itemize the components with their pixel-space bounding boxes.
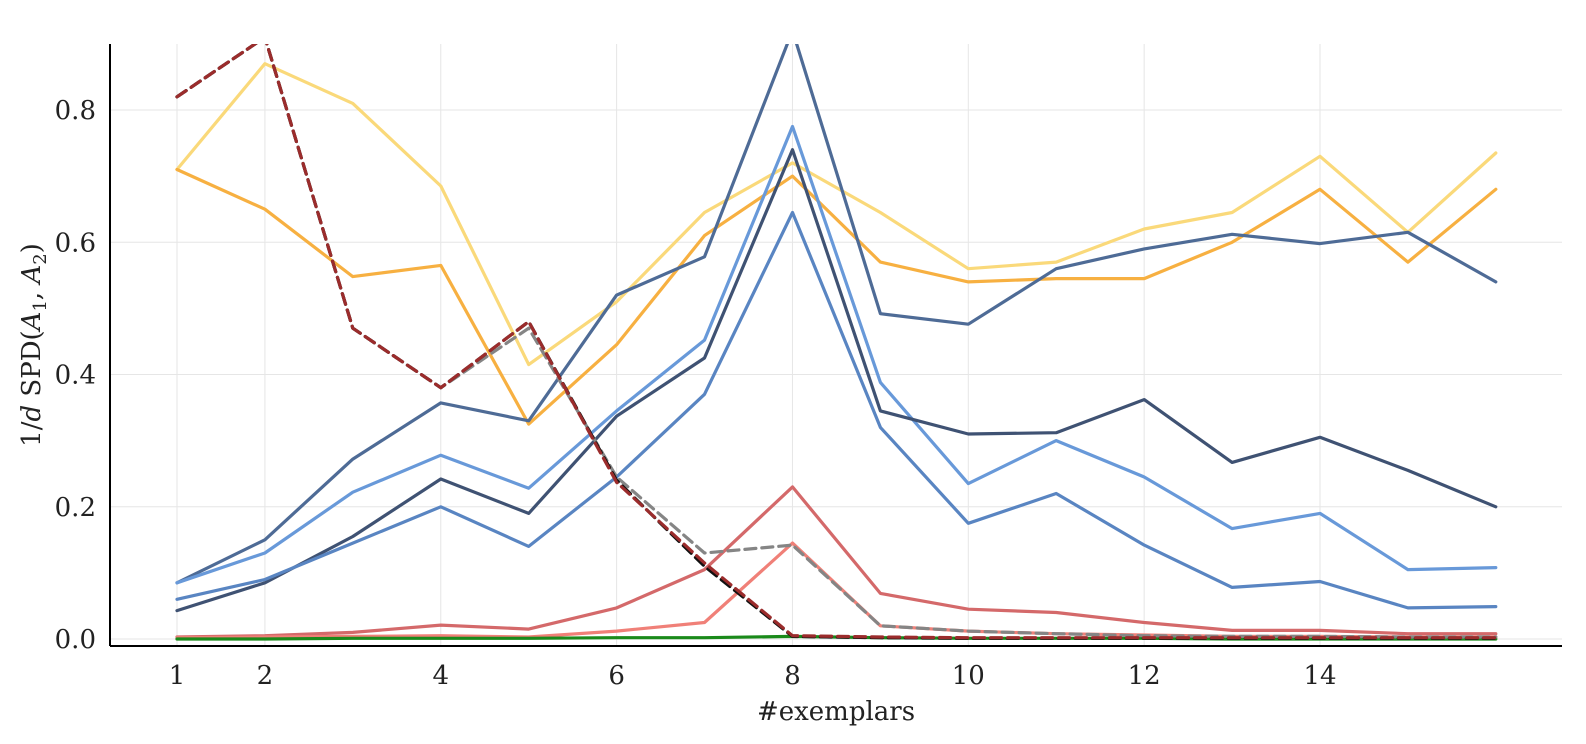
y-axis-title: 1/d SPD(A1, A2)	[17, 243, 51, 447]
grid	[110, 44, 1562, 646]
y-tick-label: 0.8	[55, 96, 96, 126]
x-tick-label: 8	[784, 661, 801, 691]
series-line-8	[175, 541, 1498, 640]
y-tick-label: 0.2	[55, 493, 96, 523]
y-tick-label: 0.6	[55, 228, 96, 258]
x-tick-labels: 1 2 4 6 8 10 12 14	[169, 661, 1337, 691]
series-line-1	[175, 62, 1498, 367]
y-tick-label: 0.4	[55, 361, 96, 391]
y-tick-labels: 0.0 0.2 0.4 0.6 0.8	[55, 96, 96, 655]
x-tick-label: 6	[608, 661, 625, 691]
x-tick-label: 10	[952, 661, 985, 691]
series-line-7	[175, 485, 1498, 639]
y-tick-label: 0.0	[55, 625, 96, 655]
series-line-10	[175, 44, 1498, 639]
series-line-4	[175, 124, 1498, 585]
x-tick-label: 1	[169, 661, 186, 691]
series-layer	[175, 44, 1498, 641]
series-line-6	[175, 210, 1498, 610]
x-tick-label: 2	[257, 661, 274, 691]
x-tick-label: 4	[432, 661, 449, 691]
series-line-11	[175, 44, 1498, 640]
series-line-12	[175, 44, 1498, 640]
series-line-2	[175, 167, 1498, 426]
axes	[109, 44, 1562, 647]
x-axis-title: #exemplars	[757, 697, 915, 727]
x-tick-label: 12	[1128, 661, 1161, 691]
series-line-5	[175, 148, 1498, 613]
series-line-3	[175, 44, 1498, 585]
x-tick-label: 14	[1303, 661, 1336, 691]
